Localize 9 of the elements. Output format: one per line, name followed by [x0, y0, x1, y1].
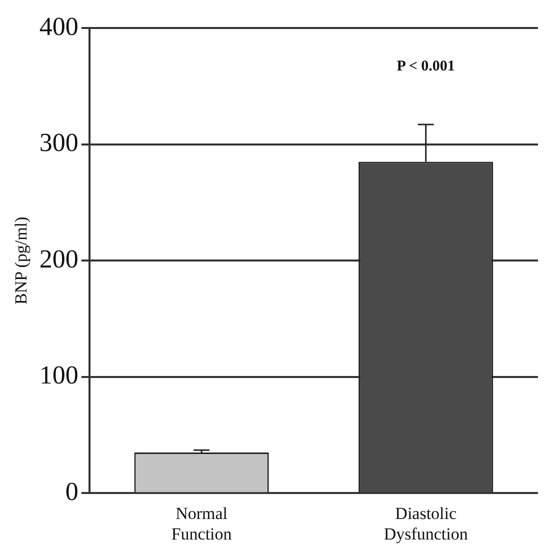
y-tick-label: 300 [39, 128, 78, 158]
y-tick-label: 200 [39, 244, 78, 274]
annotation: P < 0.001 [396, 58, 455, 75]
y-tick-label: 0 [65, 477, 78, 506]
x-tick-label: Diastolic Dysfunction [384, 504, 468, 544]
y-tick-label: 400 [39, 12, 78, 41]
y-tick-label: 100 [39, 360, 78, 390]
x-tick-label: Normal Function [171, 504, 232, 544]
y-axis-title: BNP (pg/ml) [12, 216, 31, 304]
